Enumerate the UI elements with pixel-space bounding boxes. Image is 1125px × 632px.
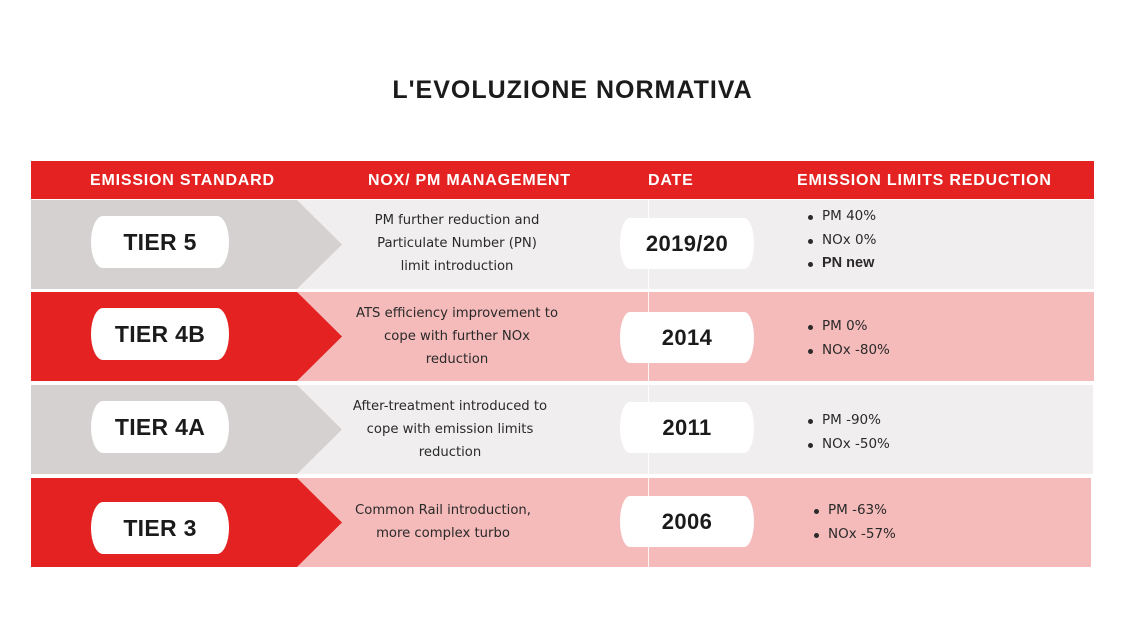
tier-badge: TIER 4A xyxy=(91,401,229,453)
management-line: After-treatment introduced to xyxy=(352,399,548,414)
limit-item: NOx -57% xyxy=(813,523,896,547)
table-row-tier-5: TIER 5 PM further reduction and Particul… xyxy=(31,200,1094,289)
table-row-tier-3: TIER 3 Common Rail introduction, more co… xyxy=(31,478,1091,567)
management-description: Common Rail introduction, more complex t… xyxy=(329,499,557,545)
management-line: limit introduction xyxy=(400,259,514,274)
date-badge: 2006 xyxy=(620,496,754,547)
limit-item: NOx -50% xyxy=(807,433,890,457)
management-description: PM further reduction and Particulate Num… xyxy=(343,209,571,278)
tier-badge: TIER 3 xyxy=(91,502,229,554)
limit-item: PM 40% xyxy=(807,205,876,229)
table-header: EMISSION STANDARD NOX/ PM MANAGEMENT DAT… xyxy=(31,161,1094,199)
management-line: Common Rail introduction, xyxy=(355,503,531,518)
date-badge: 2011 xyxy=(620,402,754,453)
limit-item: NOx -80% xyxy=(807,339,890,363)
management-description: After-treatment introduced to cope with … xyxy=(336,395,564,464)
tier-badge: TIER 5 xyxy=(91,216,229,268)
management-line: PM further reduction and xyxy=(374,213,540,228)
management-line: reduction xyxy=(418,445,482,460)
column-header-nox-pm-management: NOX/ PM MANAGEMENT xyxy=(368,172,571,189)
management-line: Particulate Number (PN) xyxy=(377,236,537,251)
emission-limits-list: PM -90% NOx -50% xyxy=(807,409,890,456)
page-title: L'EVOLUZIONE NORMATIVA xyxy=(392,76,753,104)
management-description: ATS efficiency improvement to cope with … xyxy=(343,302,571,371)
management-line: reduction xyxy=(425,352,489,367)
management-line: cope with emission limits xyxy=(366,422,534,437)
management-line: more complex turbo xyxy=(376,526,510,541)
table-row-tier-4a: TIER 4A After-treatment introduced to co… xyxy=(31,385,1093,474)
tier-badge: TIER 4B xyxy=(91,308,229,360)
date-badge: 2014 xyxy=(620,312,754,363)
column-header-date: DATE xyxy=(648,172,694,189)
emission-limits-list: PM 0% NOx -80% xyxy=(807,315,890,362)
column-header-emission-standard: EMISSION STANDARD xyxy=(90,172,275,189)
limit-item: PN new xyxy=(807,252,876,276)
date-badge: 2019/20 xyxy=(620,218,754,269)
emission-limits-list: PM 40% NOx 0% PN new xyxy=(807,205,876,276)
management-line: cope with further NOx xyxy=(384,329,530,344)
table-row-tier-4b: TIER 4B ATS efficiency improvement to co… xyxy=(31,292,1094,381)
column-header-emission-limits-reduction: EMISSION LIMITS REDUCTION xyxy=(797,172,1052,189)
limit-item: PM 0% xyxy=(807,315,890,339)
limit-item: PM -90% xyxy=(807,409,890,433)
limit-item: PM -63% xyxy=(813,499,896,523)
management-line: ATS efficiency improvement to xyxy=(355,306,559,321)
emission-limits-list: PM -63% NOx -57% xyxy=(813,499,896,546)
limit-item: NOx 0% xyxy=(807,229,876,253)
